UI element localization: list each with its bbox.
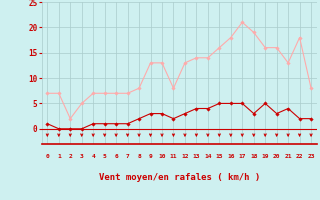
X-axis label: Vent moyen/en rafales ( km/h ): Vent moyen/en rafales ( km/h ) bbox=[99, 173, 260, 182]
